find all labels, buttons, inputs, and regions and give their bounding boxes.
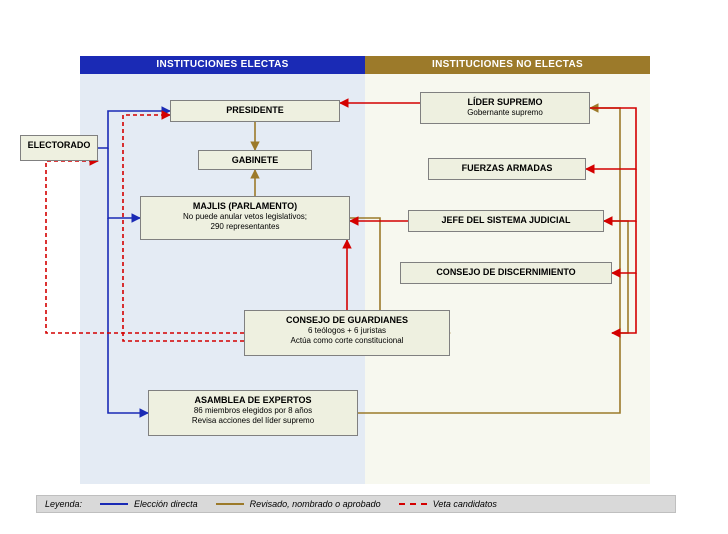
node-title: LÍDER SUPREMO	[427, 97, 583, 108]
legend-swatch	[100, 503, 128, 505]
node-title: GABINETE	[205, 155, 305, 166]
node-subtitle: 86 miembros elegidos por 8 añosRevisa ac…	[155, 406, 351, 426]
node-fuerzas-armadas: FUERZAS ARMADAS	[428, 158, 586, 180]
legend-item: Revisado, nombrado o aprobado	[216, 499, 381, 509]
diagram-canvas: INSTITUCIONES ELECTAS INSTITUCIONES NO E…	[0, 0, 728, 534]
legend-label: Elección directa	[134, 499, 198, 509]
node-presidente: PRESIDENTE	[170, 100, 340, 122]
legend-swatch	[216, 503, 244, 505]
legend-item: Elección directa	[100, 499, 198, 509]
legend-swatch	[399, 503, 427, 505]
legend-label: Veta candidatos	[433, 499, 497, 509]
node-title: ELECTORADO	[27, 140, 91, 151]
node-subtitle: Gobernante supremo	[427, 108, 583, 118]
legend-item: Veta candidatos	[399, 499, 497, 509]
node-title: CONSEJO DE GUARDIANES	[251, 315, 443, 326]
node-expertos: ASAMBLEA DE EXPERTOS 86 miembros elegido…	[148, 390, 358, 436]
legend-label: Revisado, nombrado o aprobado	[250, 499, 381, 509]
header-no-electas: INSTITUCIONES NO ELECTAS	[365, 56, 650, 74]
node-title: FUERZAS ARMADAS	[435, 163, 579, 174]
node-title: MAJLIS (PARLAMENTO)	[147, 201, 343, 212]
node-discernimiento: CONSEJO DE DISCERNIMIENTO	[400, 262, 612, 284]
node-title: JEFE DEL SISTEMA JUDICIAL	[415, 215, 597, 226]
node-title: ASAMBLEA DE EXPERTOS	[155, 395, 351, 406]
node-subtitle: 6 teólogos + 6 juristasActúa como corte …	[251, 326, 443, 346]
legend-bar: Leyenda: Elección directa Revisado, nomb…	[36, 495, 676, 513]
node-gabinete: GABINETE	[198, 150, 312, 170]
node-sistema-judicial: JEFE DEL SISTEMA JUDICIAL	[408, 210, 604, 232]
node-title: CONSEJO DE DISCERNIMIENTO	[407, 267, 605, 278]
legend-title: Leyenda:	[45, 499, 82, 509]
node-title: PRESIDENTE	[177, 105, 333, 116]
node-electorado: ELECTORADO	[20, 135, 98, 161]
node-lider-supremo: LÍDER SUPREMO Gobernante supremo	[420, 92, 590, 124]
node-guardianes: CONSEJO DE GUARDIANES 6 teólogos + 6 jur…	[244, 310, 450, 356]
node-majlis: MAJLIS (PARLAMENTO) No puede anular veto…	[140, 196, 350, 240]
node-subtitle: No puede anular vetos legislativos;290 r…	[147, 212, 343, 232]
header-electas: INSTITUCIONES ELECTAS	[80, 56, 365, 74]
